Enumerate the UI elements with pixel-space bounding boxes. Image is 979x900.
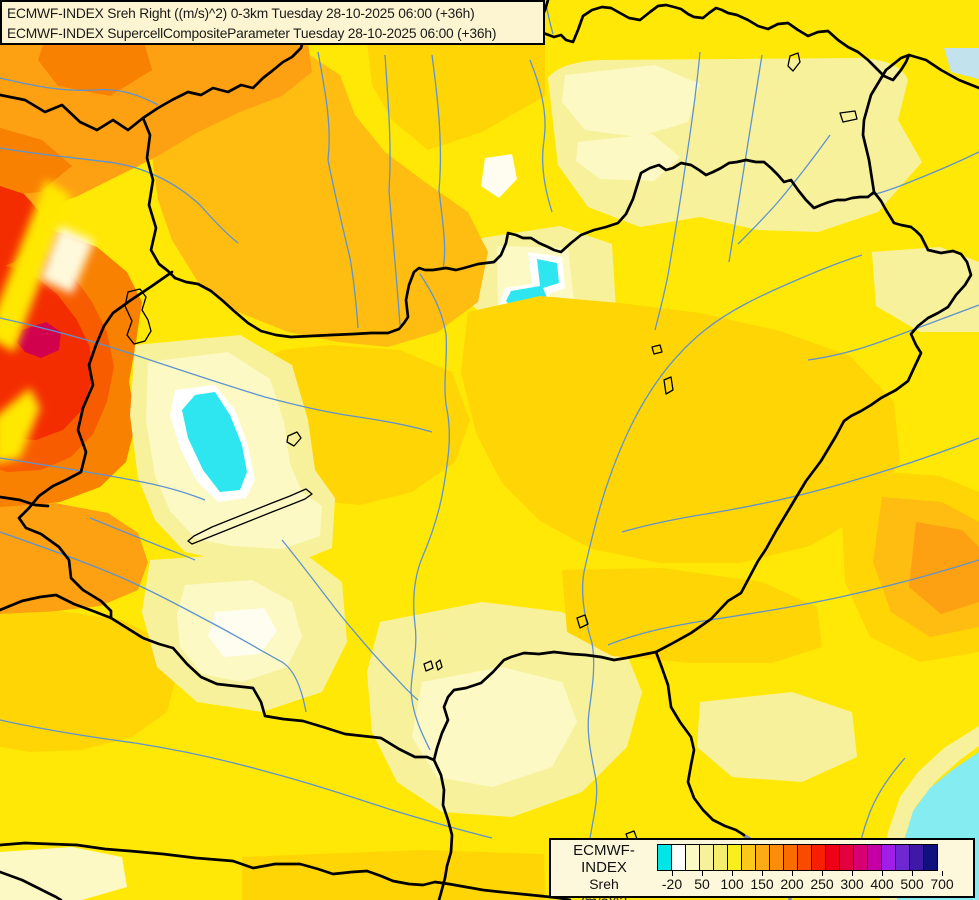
legend-color-cell (853, 844, 868, 871)
legend-tick-label: 400 (870, 876, 894, 892)
legend-color-cell (727, 844, 742, 871)
lake-outline (423, 660, 434, 672)
border (0, 495, 50, 508)
border (654, 190, 973, 654)
border (536, 0, 911, 82)
legend-color-cell (685, 844, 700, 871)
river (728, 54, 763, 263)
lake-outline (576, 614, 589, 629)
lake-outlines (124, 52, 858, 843)
legend-color-cell (797, 844, 812, 871)
legend-tick-label: 500 (900, 876, 924, 892)
river-danube (410, 273, 450, 751)
river (654, 51, 701, 331)
lake-outline (651, 344, 663, 355)
legend-tick-label: 50 (694, 876, 710, 892)
river (0, 317, 433, 433)
legend-tick (702, 871, 703, 876)
border (432, 650, 658, 762)
legend-tick-label: 250 (810, 876, 834, 892)
river (807, 304, 979, 361)
legend-color-cell (825, 844, 840, 871)
legend-tick-label: -20 (661, 876, 683, 892)
border (0, 870, 63, 900)
legend-color-cell (839, 844, 854, 871)
legend-tick-label: 200 (780, 876, 804, 892)
legend-tick (792, 871, 793, 876)
title-line-2: ECMWF-INDEX SupercellCompositeParameter … (7, 25, 497, 41)
river (0, 147, 239, 244)
legend-tick (672, 871, 673, 876)
legend-color-cell (867, 844, 882, 871)
legend-tick-label: 700 (930, 876, 954, 892)
legend-color-cell (881, 844, 896, 871)
legend-color-cell (909, 844, 924, 871)
legend-color-cell (811, 844, 826, 871)
river (0, 77, 159, 106)
river (89, 517, 196, 561)
legend-color-cell (769, 844, 784, 871)
legend-tick-label: 300 (840, 876, 864, 892)
lake-neusiedl-outline (124, 288, 152, 345)
legend-tick-label: 150 (750, 876, 774, 892)
legend-text: ECMWF-INDEX Sreh (m/s)^2 (551, 842, 657, 900)
legend-color-cell (713, 844, 728, 871)
legend-tick (822, 871, 823, 876)
river (384, 54, 401, 326)
border (173, 158, 876, 339)
legend-color-cell (699, 844, 714, 871)
legend-color-cell (783, 844, 798, 871)
legend-tick (882, 871, 883, 876)
border (654, 650, 746, 837)
legend-color-cell (755, 844, 770, 871)
river (0, 457, 206, 501)
legend: ECMWF-INDEX Sreh (m/s)^2 -20 50 100 150 200 2… (549, 838, 975, 900)
lake-outline (839, 110, 858, 123)
lake-outline (435, 659, 443, 671)
river (737, 134, 831, 245)
legend-tick (732, 871, 733, 876)
river (607, 559, 979, 646)
title-box: ECMWF-INDEX Sreh Right ((m/s)^2) 0-3km T… (0, 0, 545, 45)
legend-tick (852, 871, 853, 876)
legend-colorbar (657, 844, 938, 871)
legend-color-cell (895, 844, 910, 871)
border (0, 841, 572, 900)
river (621, 437, 979, 533)
border (17, 270, 174, 620)
legend-tick (942, 871, 943, 876)
lake-outline (663, 376, 674, 395)
legend-tick (762, 871, 763, 876)
legend-source-label: ECMWF-INDEX (573, 842, 635, 876)
river (431, 54, 446, 269)
legend-color-cell (741, 844, 756, 871)
legend-parameter-label: Sreh (589, 876, 619, 892)
legend-color-cell (923, 844, 938, 871)
river-sava (0, 719, 493, 839)
river (281, 539, 419, 701)
river-tisza (581, 254, 863, 900)
river (317, 51, 359, 329)
border (0, 593, 436, 762)
legend-unit-label: (m/s)^2 (551, 893, 657, 900)
legend-tick (912, 871, 913, 876)
title-line-1: ECMWF-INDEX Sreh Right ((m/s)^2) 0-3km T… (7, 6, 475, 21)
border (141, 116, 177, 280)
border (0, 8, 314, 132)
lake-outline (787, 52, 801, 72)
lake-balaton-outline (187, 488, 313, 545)
border (861, 53, 979, 194)
legend-tick-label: 100 (720, 876, 744, 892)
river (529, 59, 553, 213)
legend-color-cell (671, 844, 686, 871)
lake-velence-outline (286, 431, 302, 447)
river (0, 531, 307, 713)
legend-color-cell (657, 844, 672, 871)
